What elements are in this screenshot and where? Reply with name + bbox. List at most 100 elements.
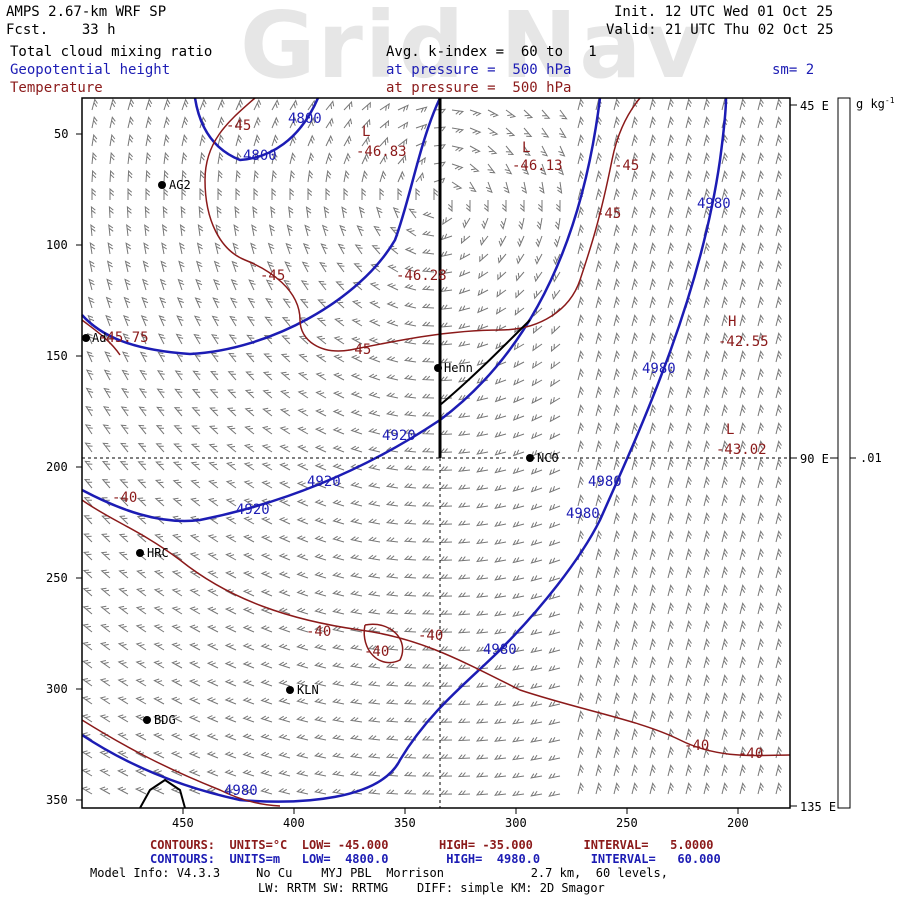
wind-barb	[385, 681, 399, 687]
wind-barb	[415, 172, 425, 183]
wind-barb	[721, 548, 728, 561]
wind-barb	[144, 205, 150, 219]
footer-model-info: Model Info: V4.3.3 No Cu MYJ PBL Morriso…	[90, 866, 668, 880]
wind-barb	[127, 169, 133, 183]
wind-barb	[206, 678, 219, 687]
height-label: 4980	[697, 196, 731, 212]
wind-barb	[703, 548, 710, 561]
wind-barb	[739, 764, 746, 777]
wind-barb	[613, 404, 620, 417]
height-label: 4980	[566, 506, 600, 522]
temp-label: -45.75	[98, 330, 149, 346]
wind-barb	[703, 314, 710, 327]
wind-barb	[244, 425, 255, 435]
wind-barb	[577, 728, 584, 741]
wind-barb	[548, 790, 561, 797]
wind-barb	[85, 369, 94, 381]
wind-barb	[631, 314, 638, 327]
wind-barb	[199, 169, 205, 183]
wind-barb	[775, 260, 782, 273]
wind-barb	[217, 116, 225, 129]
wind-barb	[245, 371, 255, 381]
wind-barb	[577, 134, 584, 147]
wind-barb	[775, 152, 782, 165]
wind-barb	[739, 296, 746, 309]
wind-barb	[631, 530, 638, 543]
wind-barb	[649, 764, 656, 777]
wind-barb	[117, 714, 129, 723]
wind-barb	[775, 206, 782, 219]
height-label: 4980	[224, 783, 258, 799]
wind-barb	[379, 102, 390, 111]
wind-barb	[685, 746, 692, 759]
footer-height-contours: CONTOURS: UNITS=m LOW= 4800.0 HIGH= 4980…	[150, 852, 721, 866]
wind-barb	[368, 391, 381, 399]
wind-barb	[499, 217, 507, 230]
wind-barb	[127, 187, 133, 200]
wind-barb	[242, 570, 255, 579]
wind-barb	[757, 746, 764, 759]
wind-barb	[631, 584, 638, 597]
wind-barb	[476, 323, 489, 331]
wind-barb	[595, 458, 602, 471]
wind-barb	[476, 610, 489, 616]
wind-barb	[667, 692, 674, 705]
wind-barb	[548, 486, 561, 494]
wind-barb	[775, 368, 782, 381]
wind-barb	[157, 333, 166, 345]
wind-barb	[260, 552, 273, 561]
wind-barb	[548, 557, 561, 565]
wind-barb	[775, 422, 782, 435]
wind-barb	[139, 369, 147, 381]
wind-barb	[685, 512, 692, 525]
wind-barb	[757, 674, 764, 687]
wind-barb	[175, 333, 184, 345]
wind-barb	[397, 170, 405, 183]
wind-barb	[631, 692, 638, 705]
wind-barb	[369, 300, 381, 309]
wind-barb	[439, 556, 453, 561]
wind-barb	[212, 297, 220, 309]
wind-barb	[721, 386, 728, 399]
wind-barb	[439, 376, 453, 382]
wind-barb	[613, 764, 620, 777]
x-tick-label: 350	[394, 816, 416, 830]
wind-barb	[242, 643, 255, 651]
wind-barb	[313, 788, 327, 795]
wind-barb	[224, 697, 237, 705]
wind-barb	[530, 593, 543, 600]
wind-barb	[613, 116, 620, 129]
wind-barb	[225, 552, 237, 561]
wind-barb	[314, 607, 327, 615]
wind-barb	[226, 407, 237, 417]
wind-barb	[513, 378, 525, 386]
wind-barb	[739, 782, 746, 795]
wind-barb	[331, 698, 345, 705]
wind-barb	[721, 638, 728, 651]
wind-barb	[289, 116, 298, 129]
colorbar	[830, 97, 856, 809]
wind-barb	[495, 307, 507, 315]
wind-barb	[534, 271, 543, 283]
station-markers	[82, 181, 534, 724]
wind-barb	[649, 278, 656, 291]
wind-barb	[138, 388, 147, 399]
wind-barb	[757, 188, 764, 201]
wind-barb	[252, 206, 258, 219]
wind-barb	[649, 620, 656, 633]
wind-barb	[775, 566, 782, 579]
wind-barb	[595, 314, 602, 327]
wind-barb	[577, 782, 584, 795]
wind-barb	[458, 430, 471, 437]
wind-barb	[99, 696, 111, 705]
wind-barb	[476, 628, 489, 634]
wind-barb	[190, 479, 201, 489]
wind-barb	[451, 109, 465, 116]
wind-barb	[631, 116, 638, 129]
wind-barb	[703, 242, 710, 255]
wind-barb	[481, 217, 489, 230]
wind-barb	[81, 786, 93, 795]
wind-barb	[289, 169, 295, 183]
wind-barb	[91, 187, 97, 200]
wind-barb	[403, 320, 417, 327]
